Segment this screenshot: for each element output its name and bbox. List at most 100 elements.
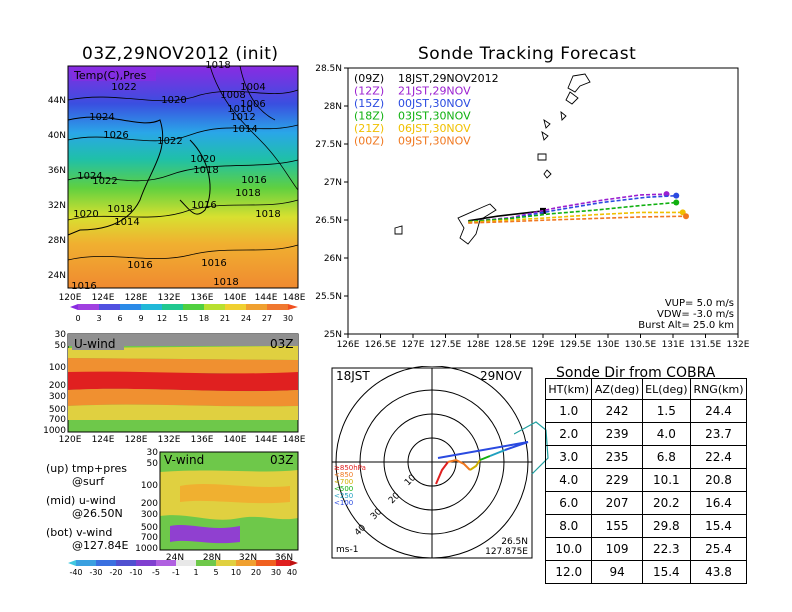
lat-tick: 24N bbox=[166, 553, 184, 563]
legend-label: 18JST,29NOV2012 bbox=[398, 72, 499, 85]
pressure-tick: 50 bbox=[55, 341, 67, 351]
colorbar-tick: 9 bbox=[138, 314, 143, 323]
isobar-label: 1022 bbox=[92, 176, 117, 187]
polar-lat: 26.5N bbox=[501, 537, 528, 547]
colorbar-tick: 40 bbox=[287, 568, 297, 576]
isobar-label: 1018 bbox=[205, 60, 230, 71]
cell: 8.0 bbox=[544, 514, 593, 538]
table-row: 8.0 155 29.8 15.4 bbox=[544, 514, 748, 538]
isobar-label: 1020 bbox=[190, 154, 215, 165]
cell: 109 bbox=[591, 537, 643, 561]
cell: 15.4 bbox=[689, 514, 748, 538]
level-legend-item: <700 bbox=[334, 478, 353, 486]
table-row: 6.0 207 20.2 16.4 bbox=[544, 491, 748, 515]
polar-units: ms-1 bbox=[336, 545, 358, 555]
colorbar-tick: -40 bbox=[69, 568, 82, 576]
lon-tick: 132E bbox=[158, 435, 181, 445]
table-row: 3.0 235 6.8 22.4 bbox=[544, 445, 748, 469]
v-wind-label: V-wind bbox=[164, 453, 204, 467]
colorbar-tick: 27 bbox=[262, 314, 272, 323]
cell: 22.4 bbox=[689, 445, 748, 469]
x-tick-label: 126.5E bbox=[365, 340, 397, 350]
lon-tick: 128E bbox=[125, 435, 148, 445]
cell: 1.0 bbox=[544, 399, 593, 423]
temperature-pressure-map: 1022 1020 1024 1026 1022 1018 1010 1004 … bbox=[48, 60, 306, 323]
y-tick-label: 28N bbox=[324, 102, 342, 112]
pressure-tick: 1000 bbox=[43, 426, 66, 436]
u-wind-cross-section: U-wind 03Z 30 50 100 200 300 500 700 100… bbox=[43, 330, 306, 445]
cell: 15.4 bbox=[641, 560, 691, 584]
lat-tick: 36N bbox=[275, 553, 293, 563]
cell: 4.0 bbox=[641, 422, 691, 446]
track-chart: 25N 25.5N 26N 26.5N 27N 27.5N 28N 28.5N 126E 126… bbox=[315, 64, 750, 350]
track-endpoint bbox=[673, 192, 680, 199]
legend-code: (00Z) bbox=[354, 135, 384, 148]
note-mid-level: @26.50N bbox=[72, 507, 123, 520]
y-tick-label: 25.5N bbox=[315, 292, 342, 302]
legend-code: (12Z) bbox=[354, 85, 384, 98]
track-endpoint bbox=[673, 199, 680, 206]
pressure-tick: 500 bbox=[141, 523, 158, 533]
note-up-level: @surf bbox=[72, 475, 105, 488]
colorbar-tick: 5 bbox=[213, 568, 218, 576]
cell: 229 bbox=[591, 468, 643, 492]
cell: 242 bbox=[591, 399, 643, 423]
x-tick-label: 132E bbox=[727, 340, 750, 350]
lon-tick: 140E bbox=[224, 293, 247, 303]
isobar-label: 1016 bbox=[241, 175, 266, 186]
note-bot-level: @127.84E bbox=[72, 539, 129, 552]
colorbar-tick: 10 bbox=[231, 568, 241, 576]
track-line bbox=[468, 215, 687, 224]
coastlines bbox=[394, 73, 591, 245]
x-tick-label: 131.5E bbox=[690, 340, 722, 350]
track-line bbox=[468, 194, 677, 224]
lon-tick: 132E bbox=[158, 293, 181, 303]
isobar-label: 1016 bbox=[201, 258, 226, 269]
cell: 10.1 bbox=[641, 468, 691, 492]
isobar-label: 1026 bbox=[103, 130, 128, 141]
v-wind-time: 03Z bbox=[270, 453, 294, 467]
pressure-tick: 1000 bbox=[135, 544, 158, 554]
column-header: EL(deg) bbox=[641, 378, 691, 400]
isobar-label: 1006 bbox=[240, 99, 265, 110]
legend-code: (21Z) bbox=[354, 122, 384, 135]
legend-code: (18Z) bbox=[354, 110, 384, 123]
wind-colorbar bbox=[68, 560, 298, 566]
lon-tick: 124E bbox=[92, 435, 115, 445]
lat-tick: 24N bbox=[48, 271, 66, 281]
cell: 43.8 bbox=[689, 560, 748, 584]
y-tick-label: 25N bbox=[324, 330, 342, 340]
pressure-tick: 30 bbox=[147, 448, 159, 458]
legend-label: 03JST,30NOV bbox=[398, 110, 471, 123]
y-tick-label: 28.5N bbox=[315, 64, 342, 74]
cell: 29.8 bbox=[641, 514, 691, 538]
isobar-label: 1018 bbox=[235, 188, 260, 199]
cell: 20.8 bbox=[689, 468, 748, 492]
vdw-text: VDW= -3.0 m/s bbox=[657, 309, 734, 320]
legend-label: 09JST,30NOV bbox=[398, 135, 471, 148]
cell: 12.0 bbox=[544, 560, 593, 584]
direction-table-title: Sonde Dir from COBRA bbox=[556, 365, 716, 381]
x-tick-label: 130E bbox=[597, 340, 620, 350]
note-bot: (bot) v-wind bbox=[46, 526, 113, 539]
legend-label: 21JST,29NOV bbox=[398, 85, 471, 98]
panel-notes: (up) tmp+pres @surf (mid) u-wind @26.50N… bbox=[46, 462, 128, 552]
cell: 20.2 bbox=[641, 491, 691, 515]
lon-tick: 148E bbox=[283, 435, 306, 445]
level-legend-item: ≥850hPa bbox=[334, 464, 366, 472]
lon-tick: 144E bbox=[255, 293, 278, 303]
x-tick-label: 129E bbox=[532, 340, 555, 350]
y-tick-label: 27N bbox=[324, 178, 342, 188]
lon-tick: 128E bbox=[125, 293, 148, 303]
x-tick-label: 127.5E bbox=[430, 340, 462, 350]
pressure-tick: 200 bbox=[141, 499, 158, 509]
cell: 4.0 bbox=[544, 468, 593, 492]
lat-tick: 44N bbox=[48, 96, 66, 106]
polar-lon: 127.875E bbox=[485, 547, 528, 557]
cell: 1.5 bbox=[641, 399, 691, 423]
colorbar-tick: 12 bbox=[157, 314, 167, 323]
table-row: 2.0 239 4.0 23.7 bbox=[544, 422, 748, 446]
cell: 25.4 bbox=[689, 537, 748, 561]
lon-tick: 136E bbox=[191, 293, 214, 303]
isobar-label: 1018 bbox=[107, 204, 132, 215]
